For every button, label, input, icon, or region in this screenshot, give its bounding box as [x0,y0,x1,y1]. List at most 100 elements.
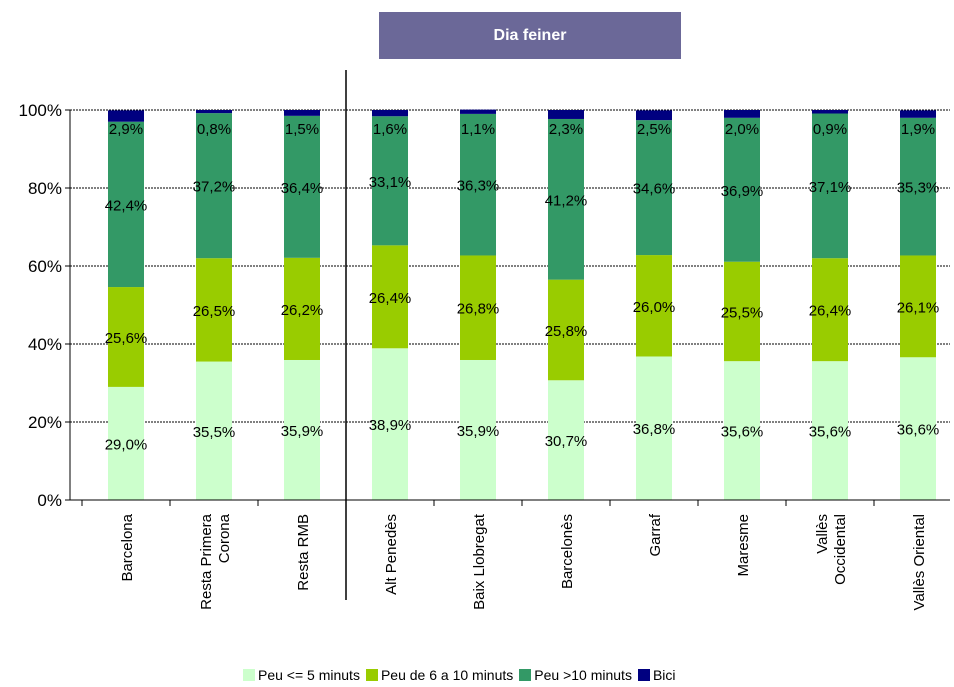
legend-item: Peu de 6 a 10 minuts [365,667,513,683]
data-label: 35,9% [281,423,324,440]
data-label: 38,9% [369,417,412,434]
data-label: 35,6% [721,424,764,441]
bar-segment [724,110,760,118]
bar-segment [108,110,144,122]
bar-segment [900,117,936,256]
bar-segment [284,110,320,116]
data-label: 36,4% [281,180,324,197]
y-tick-label: 40% [28,335,62,354]
data-label: 35,3% [897,180,940,197]
bar-segment [812,361,848,500]
bar-segment [900,255,936,358]
bar-segment [108,386,144,500]
y-tick-label: 0% [37,491,62,510]
data-label: 34,6% [633,181,676,198]
data-label: 26,2% [281,302,324,319]
data-label: 25,6% [105,330,148,347]
x-tick-label: Vallès [814,514,831,554]
data-label: 26,0% [633,299,676,316]
x-tick-label: Resta RMB [295,514,312,591]
data-label: 1,6% [373,121,407,138]
bar-segment [108,121,144,288]
x-tick-label: Corona [216,513,233,563]
bar-segment [900,357,936,500]
legend-label: Peu <= 5 minuts [258,667,360,683]
bar-segment [372,110,408,117]
bar-segment [196,258,232,362]
bar-segment [812,110,848,114]
bar-segment [108,287,144,387]
legend-item: Peu <= 5 minuts [243,667,360,683]
x-tick-label: Barcelonès [559,514,576,589]
x-tick-label: Resta Primera [198,513,215,610]
data-label: 26,4% [369,290,412,307]
bar-segment [372,245,408,349]
data-label: 2,5% [637,121,671,138]
data-label: 29,0% [105,436,148,453]
y-tick-label: 80% [28,179,62,198]
bar-segment [196,110,232,114]
data-label: 26,1% [897,299,940,316]
data-label: 25,5% [721,304,764,321]
data-label: 41,2% [545,192,588,209]
x-tick-label: Barcelona [119,513,136,581]
data-label: 35,9% [457,423,500,440]
bar-segment [284,257,320,360]
data-label: 1,9% [901,121,935,138]
data-label: 36,3% [457,178,500,195]
legend-swatch [637,669,650,681]
y-tick-label: 20% [28,413,62,432]
data-label: 30,7% [545,433,588,450]
bar-segment [460,113,496,256]
bar-segment [812,258,848,362]
legend-item: Peu >10 minuts [519,667,632,683]
stacked-bar-chart: 0% 20% 40% 60% 80% 100% 29,0% 25,6% 42,4% 2,9% 35,… [19,70,950,610]
bar-segment [372,116,408,246]
x-tick-label: Baix Llobregat [471,513,488,610]
data-label: 25,8% [545,323,588,340]
x-tick-label: Vallès Oriental [911,514,928,610]
legend-swatch [365,669,378,681]
data-label: 33,1% [369,174,412,191]
data-label: 2,9% [109,121,143,138]
bar-segment [636,255,672,357]
bar-segment [812,113,848,259]
x-tick-label: Occidental [832,514,849,585]
legend: Peu <= 5 minuts Peu de 6 a 10 minuts Peu >… [243,666,682,684]
legend-item: Bici [637,667,676,683]
bar-segment [460,359,496,500]
legend-swatch [519,669,532,681]
bar-segment [636,120,672,256]
legend-swatch [243,669,255,681]
data-label: 1,1% [461,121,495,138]
bar-segment [284,115,320,258]
data-label: 37,2% [193,179,236,196]
x-tick-label: Alt Penedès [383,514,400,595]
data-label: 26,4% [809,303,852,320]
bar-segment [284,359,320,500]
data-label: 1,5% [285,121,319,138]
y-tick-label: 60% [28,257,62,276]
x-tick-label: Garraf [647,513,664,556]
data-label: 26,8% [457,301,500,318]
bar-segment [900,110,936,118]
bar-segment [548,110,584,119]
data-label: 36,8% [633,421,676,438]
chart-title: Dia feiner [379,12,681,59]
bar-segment [636,110,672,121]
bar-segment [724,361,760,500]
bar-segment [460,255,496,360]
data-label: 42,4% [105,197,148,214]
bar-segment [724,261,760,362]
legend-label: Peu >10 minuts [534,667,632,683]
bar-segment [548,380,584,500]
data-label: 0,9% [813,121,847,138]
bar-segment [548,118,584,280]
y-tick-label: 100% [19,101,62,120]
bar-segment [372,348,408,500]
bar-segment [548,279,584,381]
data-label: 37,1% [809,179,852,196]
data-label: 0,8% [197,121,231,138]
data-label: 36,9% [721,183,764,200]
x-tick-label: Maresme [735,514,752,577]
